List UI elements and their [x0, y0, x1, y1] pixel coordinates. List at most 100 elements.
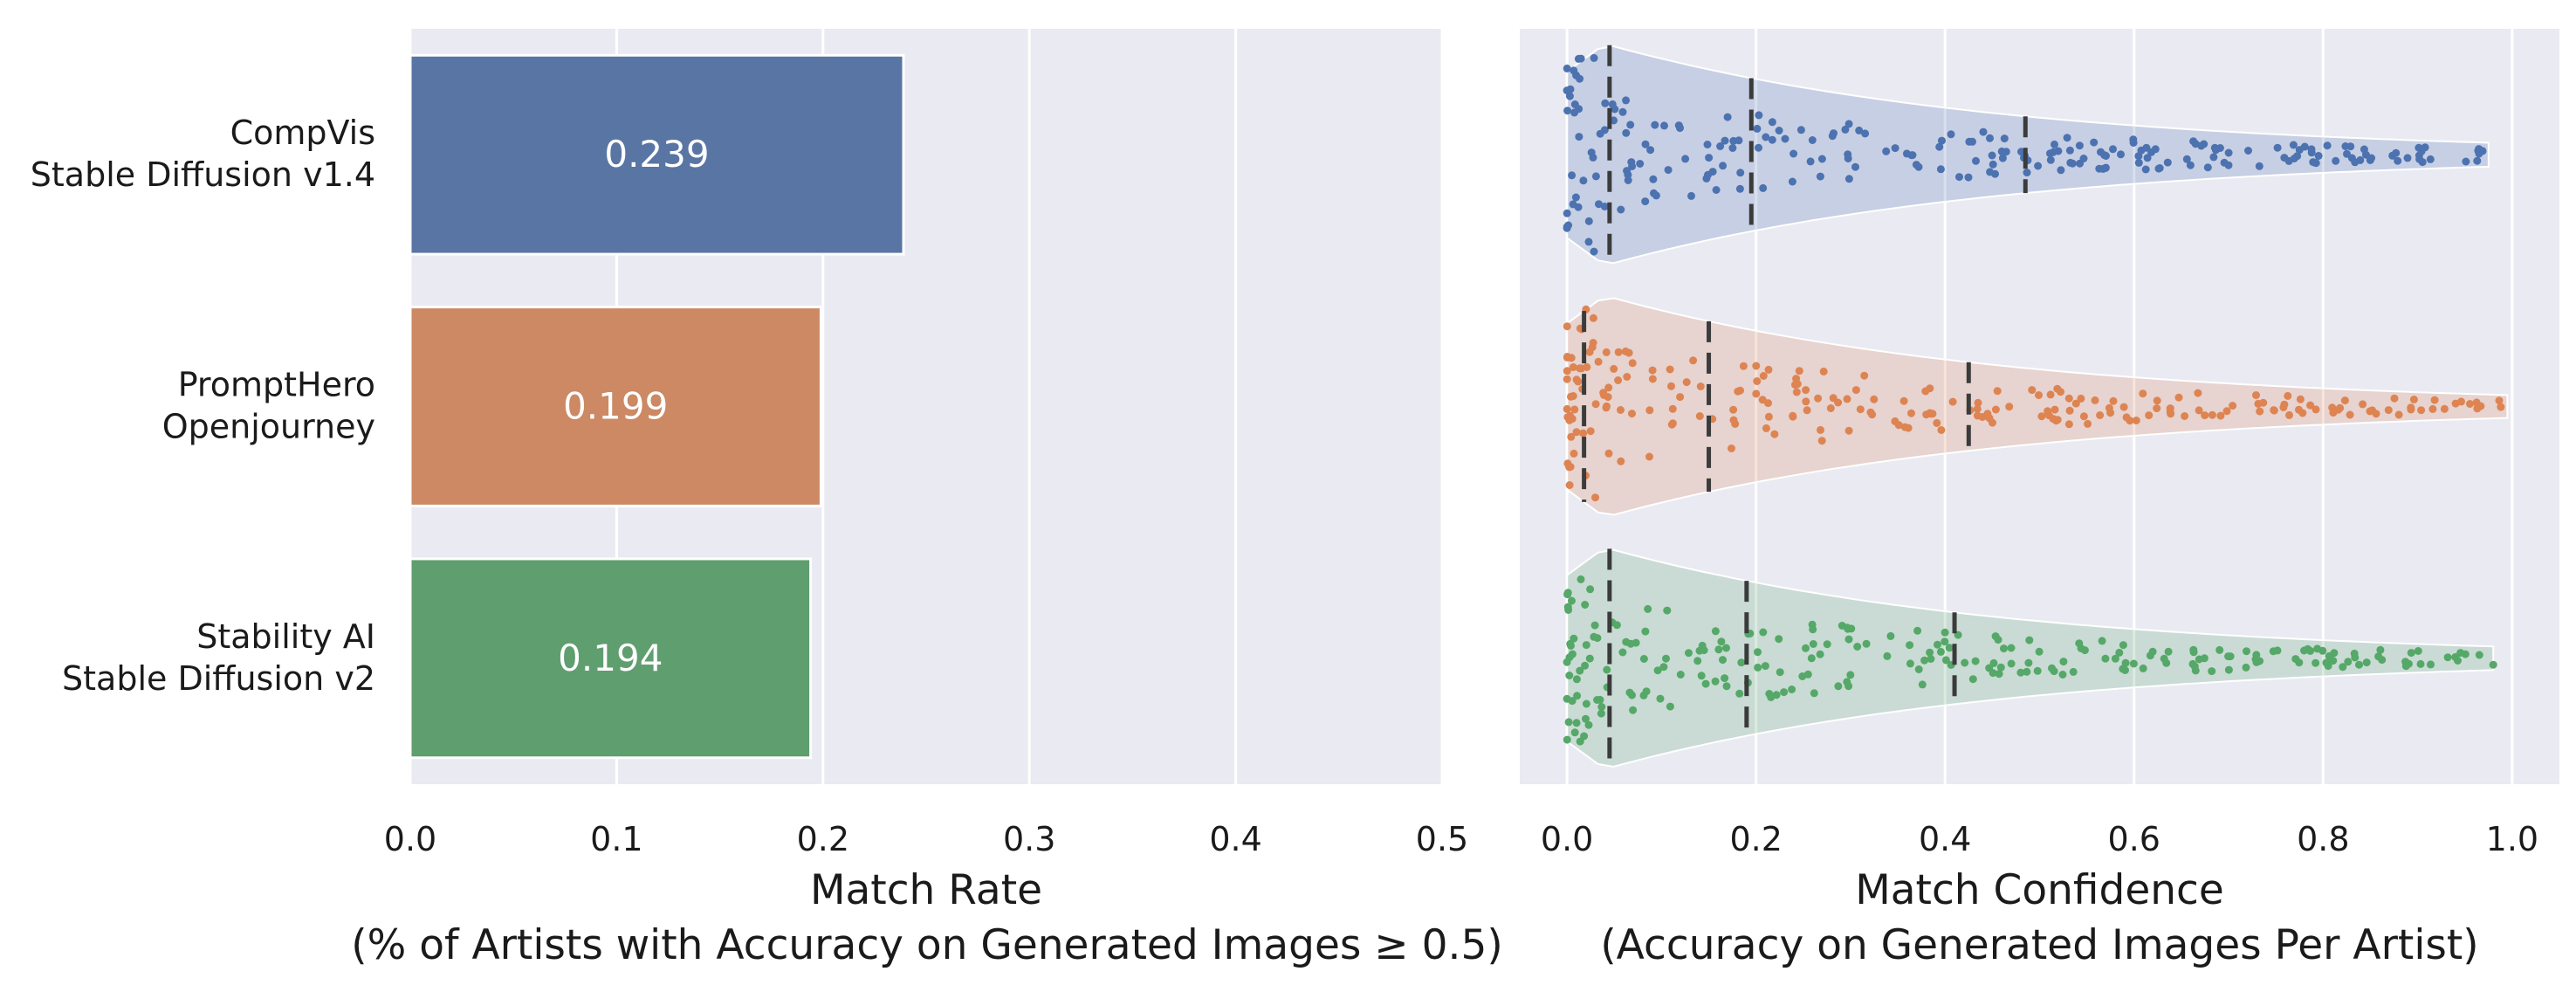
swarm-point [1697, 672, 1706, 680]
swarm-point [1604, 449, 1613, 458]
swarm-point [1806, 157, 1815, 166]
swarm-point [2361, 150, 2370, 159]
swarm-point [2376, 645, 2385, 654]
swarm-point [1791, 381, 1799, 389]
swarm-point [2312, 405, 2320, 414]
swarm-point [1618, 107, 1627, 116]
swarm-point [1601, 99, 1610, 107]
swarm-point [2191, 666, 2200, 675]
swarm-point [2300, 142, 2309, 151]
swarm-point [1591, 400, 1600, 409]
swarm-point [1755, 111, 1763, 120]
x-tick-label: 0.4 [1209, 820, 1261, 858]
swarm-point [1989, 160, 1997, 169]
swarm-point [2252, 658, 2261, 666]
swarm-point [2332, 156, 2340, 165]
swarm-point [2255, 162, 2263, 170]
swarm-point [2344, 658, 2353, 666]
swarm-point [1565, 481, 1574, 489]
swarm-point [1641, 197, 1650, 206]
swarm-point [1762, 133, 1770, 141]
swarm-point [1870, 395, 1879, 403]
swarm-point [2427, 660, 2435, 669]
swarm-point [2101, 654, 2110, 663]
swarm-point [1631, 638, 1640, 647]
swarm-point [2059, 658, 2068, 666]
x-tick-label: 0.8 [2297, 820, 2349, 858]
swarm-point [2457, 397, 2465, 406]
violin-body [1566, 297, 2509, 516]
swarm-point [1991, 405, 2000, 414]
swarm-point [1582, 641, 1590, 650]
swarm-point [1862, 639, 1871, 648]
swarm-point [1565, 92, 1574, 100]
swarm-point [1788, 177, 1796, 186]
swarm-point [1641, 627, 1650, 636]
swarm-point [1775, 127, 1783, 134]
swarm-point [2495, 396, 2504, 405]
swarm-point [2109, 145, 2117, 154]
swarm-point [1735, 689, 1744, 698]
swarm-point [1579, 176, 1588, 185]
swarm-point [1996, 663, 2005, 672]
swarm-point [1819, 367, 1828, 375]
swarm-point [1736, 169, 1745, 177]
swarm-point [2273, 143, 2282, 152]
swarm-point [1803, 406, 1811, 415]
swarm-point [1988, 151, 1996, 160]
swarm-point [1570, 728, 1579, 737]
swarm-point [1844, 150, 1852, 159]
swarm-point [1668, 404, 1677, 413]
swarm-point [1989, 658, 1998, 667]
swarm-point [1646, 146, 1655, 155]
swarm-point [2256, 407, 2264, 416]
swarm-point [1722, 682, 1731, 691]
swarm-point [2025, 636, 2034, 644]
swarm-point [2129, 659, 2138, 668]
swarm-point [2279, 403, 2288, 411]
swarm-point [1563, 404, 1571, 413]
swarm-point [1563, 367, 1571, 375]
swarm-point [1563, 209, 1571, 217]
swarm-point [1596, 129, 1604, 138]
swarm-point [1834, 398, 1843, 407]
swarm-point [1934, 640, 1941, 649]
swarm-point [2341, 142, 2350, 150]
swarm-point [1775, 635, 1783, 644]
swarm-point [2134, 158, 2143, 167]
left-x-tick-labels: 0.0 0.1 0.2 0.3 0.4 0.5 [384, 820, 1468, 858]
swarm-point [2145, 411, 2154, 420]
swarm-point [2430, 396, 2439, 404]
swarm-point [1572, 428, 1581, 437]
swarm-point [1622, 96, 1631, 105]
swarm-point [2054, 147, 2063, 155]
swarm-point [1795, 367, 1803, 375]
category-label: CompVis [230, 114, 375, 152]
swarm-point [1563, 603, 1572, 611]
swarm-point [2417, 147, 2426, 155]
swarm-point [1568, 171, 1577, 180]
swarm-point [1882, 147, 1891, 155]
swarm-point [2077, 644, 2085, 652]
swarm-point [1989, 669, 1997, 678]
swarm-point [2033, 666, 2042, 675]
swarm-point [1653, 666, 1662, 675]
swarm-point [1761, 662, 1769, 671]
swarm-point [1623, 373, 1631, 381]
swarm-point [1701, 679, 1710, 688]
swarm-point [1614, 348, 1623, 356]
swarm-point [1765, 690, 1774, 698]
swarm-point [1719, 162, 1728, 170]
swarm-point [1789, 411, 1797, 420]
swarm-point [1617, 457, 1625, 465]
swarm-point [1584, 720, 1593, 729]
swarm-point [1973, 404, 1982, 413]
swarm-point [1581, 661, 1590, 670]
swarm-point [1676, 671, 1685, 679]
swarm-point [1998, 154, 2007, 162]
right-x-tick-labels: 0.0 0.2 0.4 0.6 0.8 1.0 [1541, 820, 2538, 858]
swarm-point [1828, 132, 1837, 141]
swarm-point [1731, 420, 1740, 428]
bar-value-label: 0.194 [558, 637, 663, 679]
swarm-point [2390, 394, 2399, 403]
